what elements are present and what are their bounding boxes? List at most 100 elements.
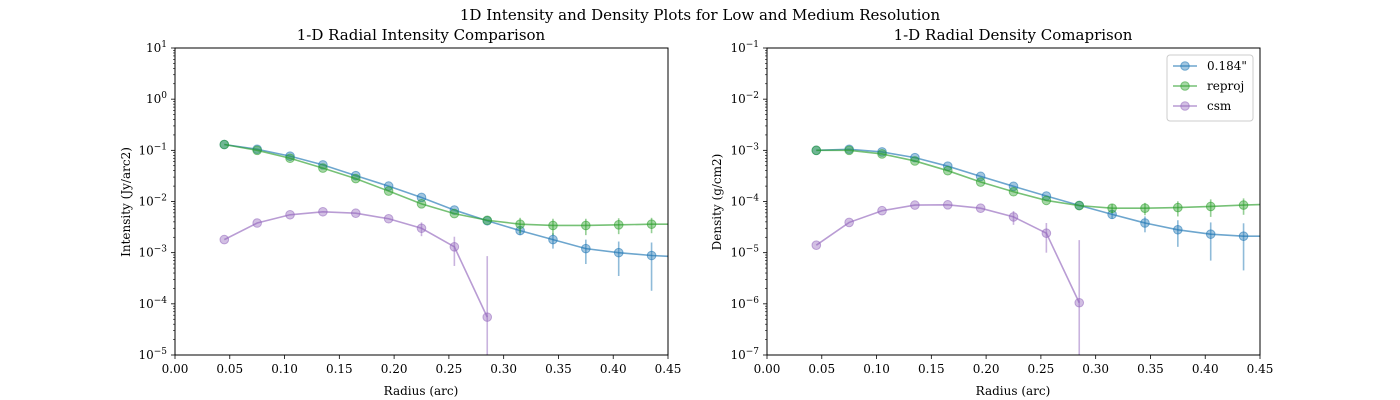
intensity-point-reproj — [416, 199, 427, 209]
intensity-point-csm — [482, 312, 493, 322]
intensity-point-csm — [252, 218, 262, 228]
density-x-tick-label: 0.45 — [1247, 362, 1274, 376]
density-y-tick-label: 10−5 — [730, 245, 759, 260]
intensity-point-csm — [449, 242, 460, 252]
intensity-y-tick-label: 100 — [146, 91, 167, 106]
figure-suptitle: 1D Intensity and Density Plots for Low a… — [460, 6, 941, 24]
density-series-line-reproj — [816, 149, 1260, 209]
intensity-point-reproj — [252, 145, 262, 156]
intensity-point-reproj — [613, 220, 624, 230]
density-point-csm — [1008, 212, 1019, 222]
density-point-csm — [1041, 228, 1052, 239]
intensity-x-tick-label: 0.00 — [162, 362, 189, 376]
density-point-csm — [975, 203, 986, 213]
density-y-tick-label: 10−3 — [730, 142, 759, 157]
intensity-point-csm — [383, 213, 394, 224]
legend-marker-reproj — [1180, 81, 1190, 91]
density-point-csm — [811, 240, 822, 250]
legend: 0.184" reproj csm — [1166, 54, 1254, 122]
density-point-reproj — [1074, 200, 1085, 211]
density-y-tick-label: 10−2 — [730, 91, 759, 106]
intensity-series-line-csm — [223, 210, 488, 318]
intensity-point-reproj — [646, 219, 657, 230]
intensity-point-reproj — [482, 215, 493, 226]
legend-marker-s184 — [1180, 61, 1190, 71]
density-point-reproj — [811, 145, 822, 156]
density-point-s184 — [1140, 218, 1150, 228]
intensity-chart: 1-D Radial Intensity Comparison Radius (… — [119, 26, 681, 398]
density-y-tick-label: 10−6 — [730, 296, 759, 311]
intensity-y-tick-label: 10−5 — [138, 347, 167, 362]
density-x-tick-label: 0.20 — [973, 362, 1000, 376]
intensity-y-axis-label: Intensity (Jy/arc2) — [119, 147, 133, 257]
intensity-chart-title: 1-D Radial Intensity Comparison — [297, 26, 546, 44]
density-chart-title: 1-D Radial Density Comaprison — [894, 26, 1133, 44]
density-axes-frame — [766, 47, 1261, 356]
intensity-point-s184 — [613, 247, 624, 258]
density-point-reproj — [1140, 203, 1150, 213]
intensity-x-tick-label: 0.25 — [436, 362, 463, 376]
density-series-line-csm — [815, 204, 1080, 304]
density-y-tick-label: 10−1 — [730, 40, 759, 55]
density-x-tick-label: 0.10 — [863, 362, 890, 376]
intensity-point-reproj — [581, 220, 591, 231]
density-point-csm — [942, 200, 953, 210]
intensity-x-tick-label: 0.20 — [381, 362, 408, 376]
density-y-tick-label: 10−7 — [730, 347, 759, 362]
density-point-reproj — [910, 156, 920, 166]
intensity-point-reproj — [548, 220, 558, 231]
density-point-csm — [1074, 297, 1085, 308]
intensity-series-line-reproj — [224, 143, 668, 227]
intensity-point-csm — [219, 234, 230, 245]
intensity-x-tick-label: 0.10 — [271, 362, 298, 376]
intensity-point-csm — [285, 209, 295, 220]
density-x-tick-label: 0.25 — [1028, 362, 1055, 376]
intensity-point-reproj — [383, 186, 394, 196]
intensity-axes-frame — [174, 47, 669, 356]
intensity-x-tick-label: 0.05 — [216, 362, 243, 376]
intensity-y-tick-label: 10−3 — [138, 245, 167, 260]
intensity-point-csm — [350, 208, 361, 219]
density-chart: 1-D Radial Density Comaprison Radius (ar… — [710, 26, 1273, 398]
intensity-point-reproj — [219, 139, 230, 150]
density-point-reproj — [1107, 203, 1117, 213]
density-point-reproj — [877, 149, 887, 159]
density-x-tick-label: 0.40 — [1192, 362, 1219, 376]
density-point-reproj — [975, 177, 986, 187]
intensity-point-csm — [318, 206, 328, 217]
intensity-series-line-s184 — [224, 143, 668, 258]
intensity-y-tick-label: 10−4 — [138, 296, 167, 311]
density-x-tick-label: 0.05 — [808, 362, 835, 376]
density-y-axis-label: Density (g/cm2) — [710, 154, 724, 251]
density-y-tick-label: 10−4 — [730, 194, 759, 209]
density-point-csm — [910, 200, 920, 210]
density-x-axis-label: Radius (arc) — [976, 384, 1051, 398]
intensity-x-tick-label: 0.45 — [655, 362, 682, 376]
legend-label-s184: 0.184" — [1207, 59, 1247, 73]
intensity-y-tick-label: 10−2 — [138, 194, 167, 209]
legend-box — [1166, 54, 1254, 122]
intensity-x-tick-label: 0.35 — [545, 362, 572, 376]
density-x-tick-label: 0.30 — [1082, 362, 1109, 376]
intensity-y-tick-label: 10−1 — [138, 142, 167, 157]
density-point-reproj — [844, 145, 854, 156]
density-point-s184 — [1173, 224, 1183, 235]
density-x-tick-label: 0.15 — [918, 362, 945, 376]
intensity-point-csm — [416, 223, 427, 234]
density-point-csm — [844, 217, 854, 228]
intensity-x-tick-label: 0.30 — [490, 362, 517, 376]
intensity-point-s184 — [581, 243, 591, 254]
density-point-s184 — [1205, 229, 1216, 239]
intensity-point-s184 — [646, 250, 657, 261]
density-point-s184 — [1008, 181, 1019, 192]
intensity-x-axis-label: Radius (arc) — [384, 384, 459, 398]
legend-label-reproj: reproj — [1207, 79, 1244, 93]
density-point-s184 — [1238, 231, 1249, 241]
intensity-point-s184 — [548, 234, 558, 245]
density-point-csm — [877, 205, 887, 216]
intensity-point-reproj — [350, 173, 361, 184]
intensity-point-reproj — [515, 219, 525, 230]
intensity-x-tick-label: 0.15 — [326, 362, 353, 376]
density-point-reproj — [1008, 186, 1019, 197]
density-point-reproj — [1041, 195, 1052, 206]
